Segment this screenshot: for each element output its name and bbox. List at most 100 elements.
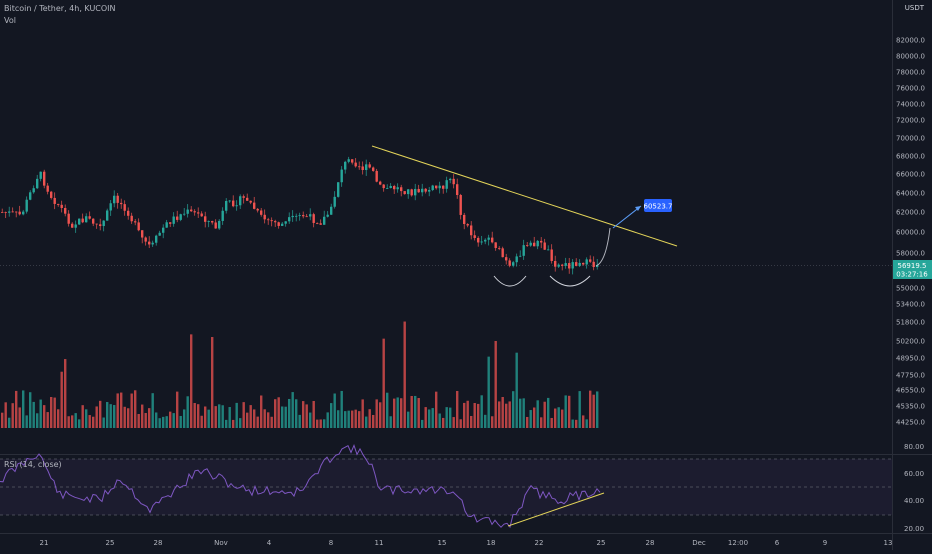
candle-body <box>141 230 144 238</box>
volume-bar <box>284 406 287 428</box>
price-axis[interactable]: 82000.0 80000.0 78000.0 76000.0 74000.0 72000… <box>896 37 925 427</box>
volume-bar <box>71 415 74 428</box>
volume-bar <box>123 406 126 428</box>
candle-body <box>11 211 14 213</box>
volume-bar <box>169 411 172 428</box>
target-price-tag[interactable] <box>644 199 672 212</box>
volume-legend[interactable]: Vol <box>4 16 16 25</box>
rsi-trendline[interactable] <box>507 492 605 527</box>
candle-body <box>263 214 266 220</box>
candle-body <box>225 201 228 211</box>
price-tick-label: 58000.0 <box>896 250 925 258</box>
volume-bar <box>582 415 585 428</box>
candle-body <box>435 185 438 189</box>
candle-body <box>501 248 504 258</box>
candle-body <box>512 262 515 266</box>
candle-body <box>246 197 249 201</box>
symbol-title[interactable]: Bitcoin / Tether, 4h, KUCOIN <box>4 4 116 13</box>
candle-body <box>284 221 287 224</box>
candle-body <box>575 262 578 266</box>
volume-bar <box>50 397 53 428</box>
candle-body <box>557 264 560 267</box>
volume-bar <box>211 337 214 428</box>
candle-body <box>53 197 56 204</box>
volume-bar <box>396 397 399 428</box>
candle-body <box>568 263 571 269</box>
price-tick-label: 46550.0 <box>896 387 925 395</box>
target-price-text: 60523.7 <box>644 203 673 211</box>
candle-body <box>1 212 4 213</box>
right-shoulder-arc[interactable] <box>549 275 591 287</box>
rsi-tick-label: 80.00 <box>904 443 924 451</box>
candle-body <box>249 200 252 203</box>
volume-bar <box>473 403 476 428</box>
rsi-axis[interactable]: 80.00 60.00 40.00 20.00 <box>904 443 924 533</box>
volume-bar <box>347 410 350 428</box>
volume-bar <box>554 408 557 428</box>
candle-body <box>442 185 445 189</box>
projection-curve[interactable] <box>595 227 611 267</box>
candle-body <box>218 220 221 229</box>
candle-body <box>239 196 242 206</box>
volume-bar <box>361 399 364 428</box>
volume-bar <box>340 390 343 428</box>
volume-bar <box>536 400 539 428</box>
time-tick-label: 28 <box>646 539 655 547</box>
target-arrow-line[interactable] <box>612 205 642 229</box>
candle-body <box>445 180 448 189</box>
candle-body <box>102 220 105 227</box>
left-shoulder-arc[interactable] <box>493 275 527 287</box>
time-tick-label: 25 <box>597 539 606 547</box>
volume-bar <box>459 419 462 428</box>
volume-bar <box>543 401 546 428</box>
candle-body <box>18 211 21 215</box>
candle-body <box>60 204 63 208</box>
candle-body <box>438 185 441 189</box>
volume-bar <box>302 401 305 428</box>
current-price-text: 56919.5 <box>898 262 927 270</box>
candle-body <box>151 242 154 245</box>
volume-bar <box>494 340 497 428</box>
volume-bar <box>228 407 231 428</box>
candle-body <box>8 211 11 213</box>
candle-body <box>186 209 189 214</box>
time-tick-label: 9 <box>823 539 827 547</box>
volume-bar <box>144 413 147 428</box>
candle-body <box>547 249 550 251</box>
volume-bar <box>148 408 151 428</box>
price-tick-label: 66000.0 <box>896 171 925 179</box>
candle-body <box>540 240 543 243</box>
candle-body <box>134 221 137 223</box>
candle-body <box>25 199 28 212</box>
volume-bar <box>305 404 308 428</box>
price-tick-label: 74000.0 <box>896 101 925 109</box>
candle-body <box>288 217 291 222</box>
candle-body <box>365 164 368 171</box>
time-axis[interactable]: 21 25 28 Nov 4 8 11 15 18 22 25 28 Dec 12:00 6 9 13 <box>40 539 893 547</box>
currency-label[interactable]: USDT <box>904 4 924 12</box>
candle-body <box>81 218 84 223</box>
candle-body <box>4 212 7 213</box>
candle-body <box>585 259 588 265</box>
candle-body <box>526 245 529 246</box>
rsi-legend[interactable]: RSI (14, close) <box>4 460 62 469</box>
volume-bar <box>592 394 595 428</box>
volume-bar <box>158 418 161 428</box>
volume-bar <box>533 407 536 428</box>
candle-body <box>253 202 256 209</box>
volume-bar <box>39 399 42 428</box>
volume-bar <box>312 400 315 428</box>
arrow-head-icon <box>635 206 641 211</box>
candle-body <box>158 232 161 236</box>
candle-body <box>466 224 469 226</box>
candlestick-series[interactable] <box>1 156 599 275</box>
candle-body <box>347 159 350 162</box>
volume-bar <box>60 371 63 428</box>
candle-body <box>109 203 112 211</box>
candle-body <box>197 212 200 214</box>
descending-trendline[interactable] <box>371 145 678 247</box>
volume-bar <box>267 412 270 428</box>
candle-body <box>382 184 385 189</box>
